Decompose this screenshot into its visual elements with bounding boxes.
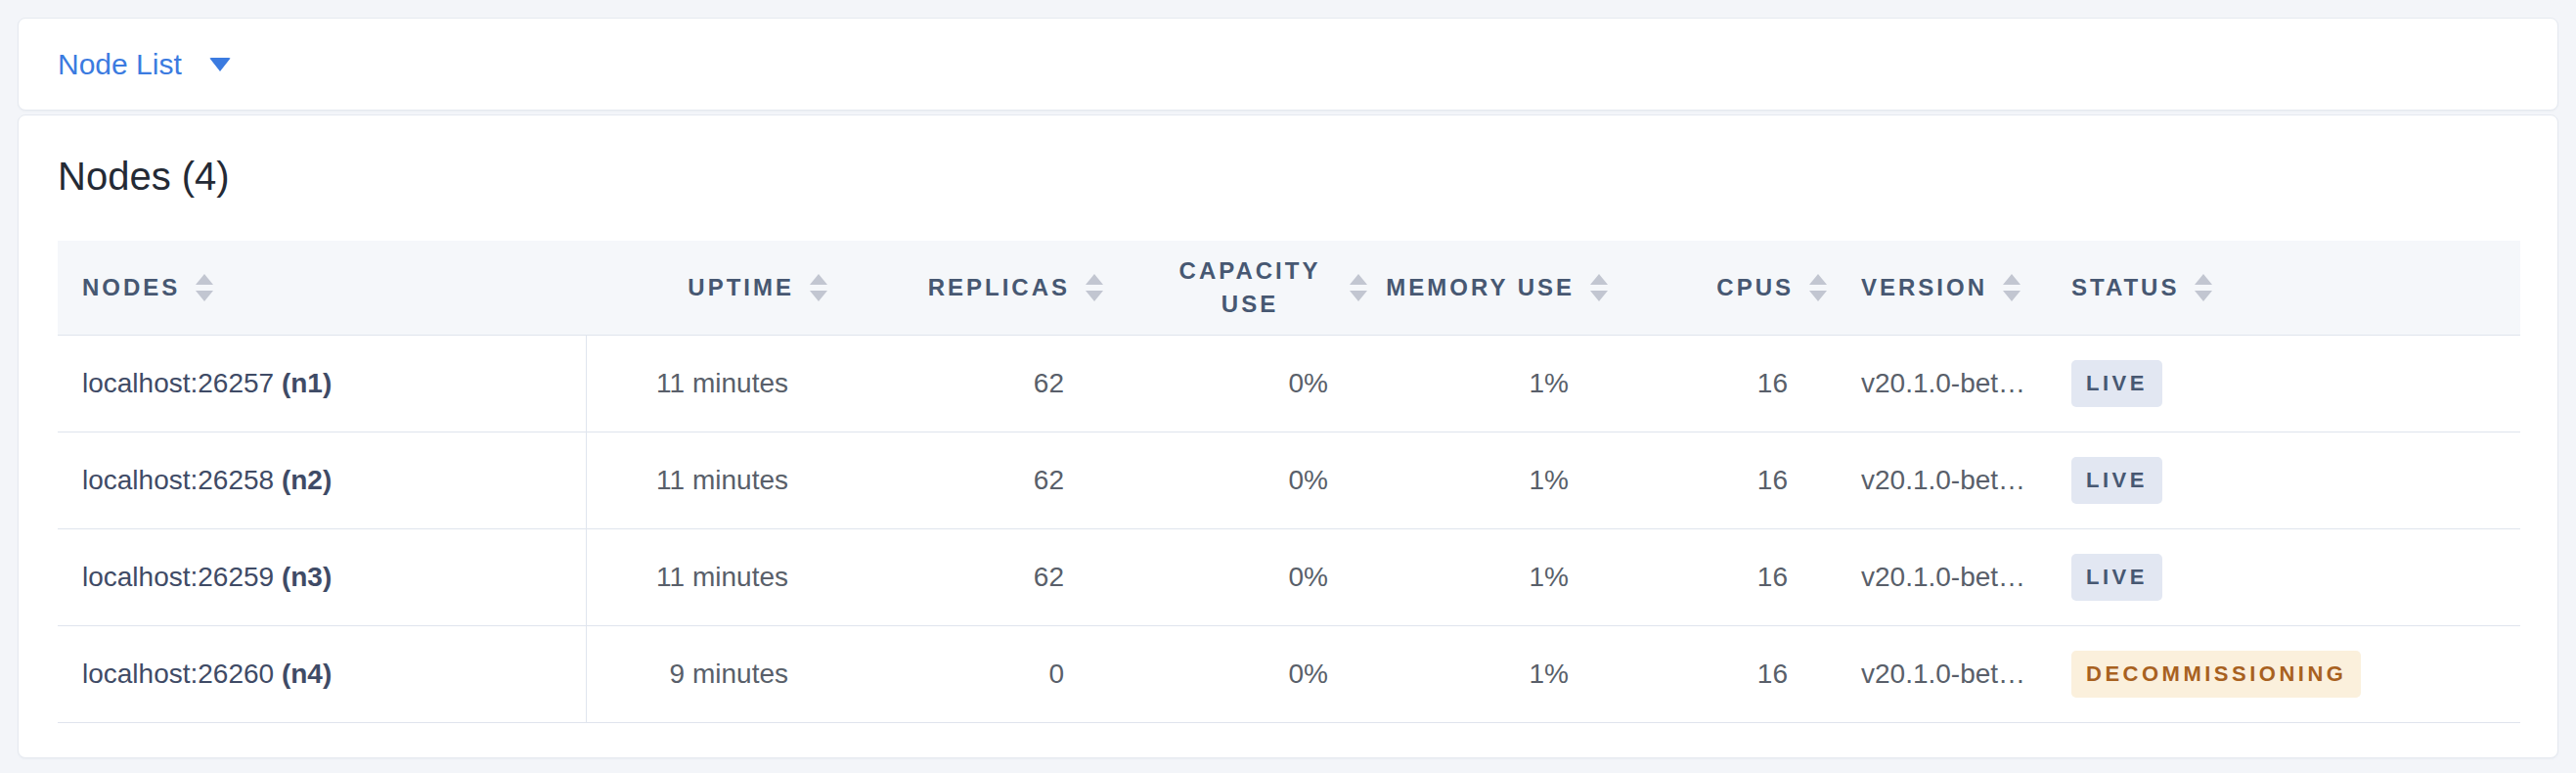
column-header-replicas[interactable]: REPLICAS [830,241,1104,336]
memory-use-cell: 1% [1368,529,1613,626]
version-cell: v20.1.0-bet… [1828,529,2053,626]
view-selector-bar: Node List [18,18,2558,111]
column-header-memory-use[interactable]: MEMORY USE [1368,241,1613,336]
sort-down-icon [196,291,213,301]
table-row: localhost:26257 (n1)11 minutes620%1%16v2… [58,336,2520,432]
status-cell: LIVE [2053,336,2520,432]
column-header-cpus[interactable]: CPUS [1613,241,1828,336]
sort-up-icon [810,274,827,285]
column-label: UPTIME [688,274,794,301]
capacity-use-cell: 0% [1104,336,1368,432]
node-address-cell: localhost:26258 (n2) [58,432,586,529]
node-list-dropdown-label: Node List [58,48,182,81]
column-label: VERSION [1861,274,1987,301]
status-badge: DECOMMISSIONING [2071,651,2361,698]
sort-icon [2195,274,2212,301]
sort-down-icon [2195,291,2212,301]
node-address-cell: localhost:26257 (n1) [58,336,586,432]
table-row: localhost:26260 (n4)9 minutes00%1%16v20.… [58,626,2520,723]
table-row: localhost:26259 (n3)11 minutes620%1%16v2… [58,529,2520,626]
node-id: (n4) [282,659,332,689]
sort-up-icon [1590,274,1608,285]
sort-down-icon [1590,291,1608,301]
node-address: localhost:26257 [82,368,274,398]
version-cell: v20.1.0-bet… [1828,626,2053,723]
memory-use-cell: 1% [1368,336,1613,432]
memory-use-cell: 1% [1368,432,1613,529]
table-header-row: NODES UPTIME REPLICAS CAPACITY USE MEMORY US… [58,241,2520,336]
uptime-cell: 11 minutes [586,529,830,626]
sort-up-icon [2195,274,2212,285]
sort-up-icon [1350,274,1367,285]
column-label: REPLICAS [928,274,1070,301]
node-address-cell: localhost:26259 (n3) [58,529,586,626]
version-cell: v20.1.0-bet… [1828,432,2053,529]
column-header-nodes[interactable]: NODES [58,241,586,336]
status-badge: LIVE [2071,457,2162,504]
cpus-cell: 16 [1613,336,1828,432]
status-cell: LIVE [2053,432,2520,529]
cpus-cell: 16 [1613,529,1828,626]
sort-down-icon [2003,291,2021,301]
column-header-version[interactable]: VERSION [1828,241,2053,336]
node-address: localhost:26260 [82,659,274,689]
page-title: Nodes (4) [58,153,2518,200]
replicas-cell: 62 [830,336,1104,432]
column-header-capacity-use[interactable]: CAPACITY USE [1104,241,1368,336]
status-badge: LIVE [2071,360,2162,407]
uptime-cell: 11 minutes [586,432,830,529]
caret-down-icon [209,58,231,71]
node-address-cell: localhost:26260 (n4) [58,626,586,723]
node-address: localhost:26259 [82,562,274,592]
sort-up-icon [2003,274,2021,285]
memory-use-cell: 1% [1368,626,1613,723]
column-label: STATUS [2071,274,2179,301]
sort-icon [1086,274,1103,301]
uptime-cell: 9 minutes [586,626,830,723]
nodes-table: NODES UPTIME REPLICAS CAPACITY USE MEMORY US… [58,241,2520,723]
node-id: (n2) [282,465,332,495]
replicas-cell: 62 [830,529,1104,626]
status-cell: DECOMMISSIONING [2053,626,2520,723]
capacity-use-cell: 0% [1104,432,1368,529]
nodes-panel: Nodes (4) NODES UPTIME REPLICAS CAPACITY US… [18,114,2558,758]
status-cell: LIVE [2053,529,2520,626]
column-header-uptime[interactable]: UPTIME [586,241,830,336]
node-list-dropdown[interactable]: Node List [58,48,231,81]
sort-icon [810,274,827,301]
version-cell: v20.1.0-bet… [1828,336,2053,432]
column-label: CAPACITY USE [1166,254,1334,321]
sort-icon [2003,274,2021,301]
node-id: (n1) [282,368,332,398]
table-row: localhost:26258 (n2)11 minutes620%1%16v2… [58,432,2520,529]
column-label: NODES [82,274,180,301]
uptime-cell: 11 minutes [586,336,830,432]
sort-icon [1590,274,1608,301]
status-badge: LIVE [2071,554,2162,601]
sort-icon [1350,274,1367,301]
sort-down-icon [810,291,827,301]
sort-up-icon [1086,274,1103,285]
capacity-use-cell: 0% [1104,626,1368,723]
capacity-use-cell: 0% [1104,529,1368,626]
sort-icon [1809,274,1827,301]
sort-down-icon [1809,291,1827,301]
node-id: (n3) [282,562,332,592]
column-header-status[interactable]: STATUS [2053,241,2520,336]
replicas-cell: 62 [830,432,1104,529]
column-label: CPUS [1716,274,1794,301]
sort-up-icon [1809,274,1827,285]
node-address: localhost:26258 [82,465,274,495]
cpus-cell: 16 [1613,432,1828,529]
sort-down-icon [1086,291,1103,301]
sort-down-icon [1350,291,1367,301]
sort-up-icon [196,274,213,285]
sort-icon [196,274,213,301]
column-label: MEMORY USE [1386,274,1575,301]
cpus-cell: 16 [1613,626,1828,723]
replicas-cell: 0 [830,626,1104,723]
table-body: localhost:26257 (n1)11 minutes620%1%16v2… [58,336,2520,723]
